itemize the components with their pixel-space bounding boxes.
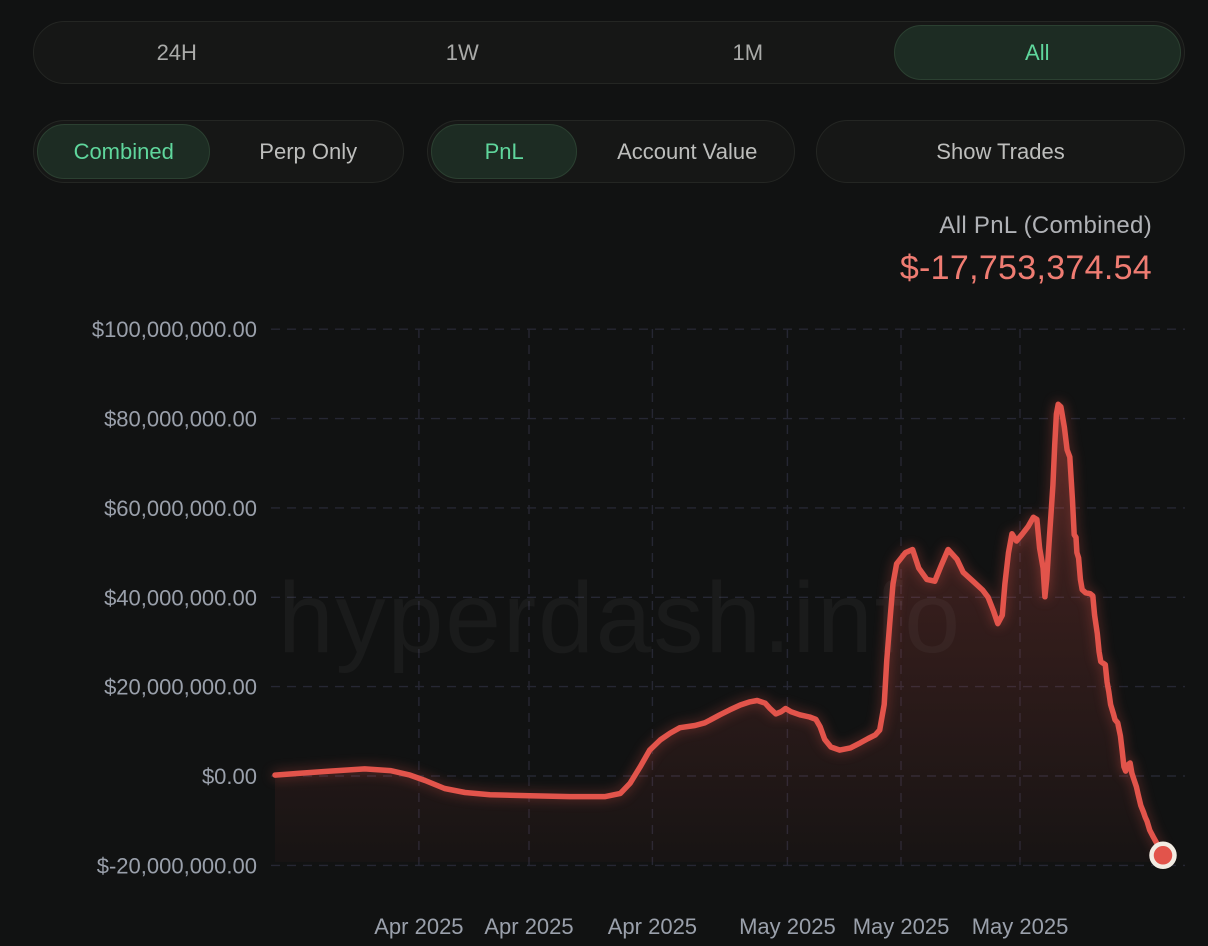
pnl-value: $-17,753,374.54 xyxy=(899,249,1152,287)
y-axis-label: $-20,000,000.00 xyxy=(97,853,257,878)
show-trades-label: Show Trades xyxy=(936,138,1065,164)
y-axis-label: $0.00 xyxy=(202,764,257,789)
toggle-pnl-label: PnL xyxy=(484,138,524,164)
toggle-account-value-label: Account Value xyxy=(617,138,758,164)
show-trades-button[interactable]: Show Trades xyxy=(816,120,1185,183)
y-axis-label: $60,000,000.00 xyxy=(104,496,257,521)
tab-1m[interactable]: 1M xyxy=(605,22,891,83)
hyperdash-watermark: hyperdash.info xyxy=(278,562,962,674)
toggle-combined[interactable]: Combined xyxy=(37,124,211,179)
y-axis-label: $100,000,000.00 xyxy=(92,317,257,342)
combined-perp-toggle: Combined Perp Only xyxy=(33,120,404,183)
toggle-account-value[interactable]: Account Value xyxy=(580,121,794,182)
toggle-combined-label: Combined xyxy=(73,138,174,164)
chart-title: All PnL (Combined) xyxy=(939,212,1152,239)
tab-24h-label: 24H xyxy=(156,39,197,65)
tab-1m-label: 1M xyxy=(732,39,764,65)
pnl-account-value-toggle: PnL Account Value xyxy=(427,120,795,183)
tab-24h[interactable]: 24H xyxy=(34,22,320,83)
x-axis-label: May 2025 xyxy=(739,914,836,939)
pnl-line xyxy=(272,401,1166,859)
x-axis-label: Apr 2025 xyxy=(374,914,463,939)
tab-1w[interactable]: 1W xyxy=(320,22,606,83)
x-axis-label: May 2025 xyxy=(972,914,1069,939)
pnl-area xyxy=(275,404,1163,862)
tab-1w-label: 1W xyxy=(445,39,479,65)
x-axis-label: Apr 2025 xyxy=(484,914,573,939)
y-axis-label: $40,000,000.00 xyxy=(104,585,257,610)
time-range-tabs: 24H 1W 1M All xyxy=(33,21,1185,84)
toggle-perp-only[interactable]: Perp Only xyxy=(213,121,403,182)
tab-all[interactable]: All xyxy=(893,25,1181,80)
y-axis-label: $20,000,000.00 xyxy=(104,675,257,700)
tab-all-label: All xyxy=(1025,39,1050,65)
x-axis-label: Apr 2025 xyxy=(608,914,697,939)
y-axis-label: $80,000,000.00 xyxy=(104,407,257,432)
x-axis-label: May 2025 xyxy=(853,914,950,939)
toggle-perp-only-label: Perp Only xyxy=(259,138,358,164)
toggle-pnl[interactable]: PnL xyxy=(431,124,578,179)
end-point-dot xyxy=(1149,841,1177,870)
chart-header: All PnL (Combined) $-17,753,374.54 xyxy=(900,212,1152,288)
